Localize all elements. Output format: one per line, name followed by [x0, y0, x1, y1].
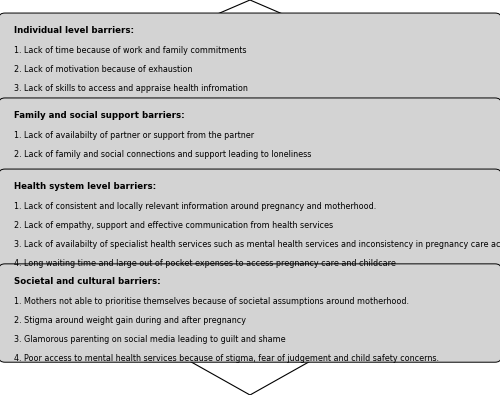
Text: 1. Lack of availabilty of partner or support from the partner: 1. Lack of availabilty of partner or sup…	[14, 131, 254, 140]
Text: 3. Lack of availabilty of specialist health services such as mental health servi: 3. Lack of availabilty of specialist hea…	[14, 240, 500, 249]
FancyBboxPatch shape	[0, 264, 500, 362]
FancyBboxPatch shape	[0, 169, 500, 267]
Text: 3. Lack of skills to access and appraise health infromation: 3. Lack of skills to access and appraise…	[14, 84, 248, 93]
Text: Individual level barriers:: Individual level barriers:	[14, 26, 134, 35]
FancyBboxPatch shape	[0, 13, 500, 102]
Text: Family and social support barriers:: Family and social support barriers:	[14, 111, 184, 120]
Text: 1. Lack of time because of work and family commitments: 1. Lack of time because of work and fami…	[14, 46, 246, 55]
Text: 1. Mothers not able to prioritise themselves because of societal assumptions aro: 1. Mothers not able to prioritise themse…	[14, 297, 409, 306]
Text: 1. Lack of consistent and locally relevant information around pregnancy and moth: 1. Lack of consistent and locally releva…	[14, 202, 376, 211]
Text: 3. Glamorous parenting on social media leading to guilt and shame: 3. Glamorous parenting on social media l…	[14, 335, 285, 344]
Text: 2. Lack of motivation because of exhaustion: 2. Lack of motivation because of exhaust…	[14, 65, 192, 74]
Text: 4. Long waiting time and large out of pocket expenses to access pregnancy care a: 4. Long waiting time and large out of po…	[14, 259, 396, 268]
Text: Health system level barriers:: Health system level barriers:	[14, 182, 156, 191]
Text: 2. Lack of empathy, support and effective communication from health services: 2. Lack of empathy, support and effectiv…	[14, 221, 333, 230]
Text: 2. Stigma around weight gain during and after pregnancy: 2. Stigma around weight gain during and …	[14, 316, 246, 325]
Text: 2. Lack of family and social connections and support leading to loneliness: 2. Lack of family and social connections…	[14, 150, 312, 159]
FancyBboxPatch shape	[0, 98, 500, 173]
Text: Societal and cultural barriers:: Societal and cultural barriers:	[14, 276, 160, 286]
Text: 4. Poor access to mental health services because of stigma, fear of judgement an: 4. Poor access to mental health services…	[14, 354, 439, 363]
